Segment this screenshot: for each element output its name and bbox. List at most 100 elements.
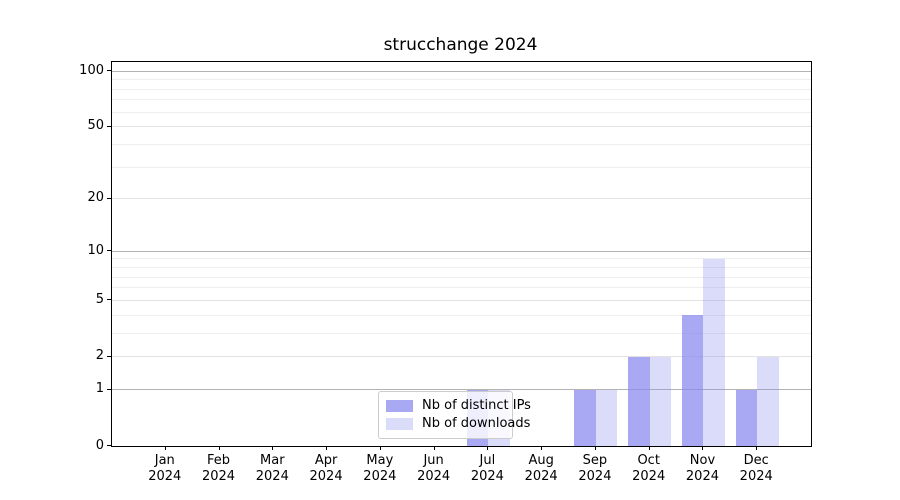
legend-item-distinct-ips: Nb of distinct IPs xyxy=(386,399,531,413)
x-tick-year: 2024 xyxy=(685,469,719,484)
x-tick-year: 2024 xyxy=(739,469,773,484)
gridline-minor-7 xyxy=(112,276,811,278)
x-tick-label-jun: Jun 2024 xyxy=(404,453,464,485)
y-tick-20 xyxy=(107,197,111,199)
y-tick-label-20: 20 xyxy=(87,190,104,206)
x-tick-month: Jun xyxy=(423,453,444,468)
y-tick-1 xyxy=(107,388,111,390)
x-tick-label-jul: Jul 2024 xyxy=(457,453,517,485)
x-tick-month: Feb xyxy=(207,453,231,468)
x-tick-feb xyxy=(218,446,220,450)
x-tick-month: Dec xyxy=(743,453,769,468)
x-tick-label-dec: Dec 2024 xyxy=(726,453,786,485)
x-tick-year: 2024 xyxy=(578,469,612,484)
gridline-decade-1 xyxy=(112,389,811,391)
legend-swatch-downloads xyxy=(386,418,413,430)
gridline-mid-5 xyxy=(112,299,811,301)
y-tick-label-2: 2 xyxy=(95,348,104,364)
bar-distinct-ips-dec xyxy=(735,389,758,446)
x-tick-month: Nov xyxy=(689,453,716,468)
x-tick-jun xyxy=(433,446,435,450)
bar-distinct-ips-oct xyxy=(628,356,650,446)
gridline-mid-2 xyxy=(112,356,811,358)
x-tick-may xyxy=(379,446,381,450)
gridline-decade-100 xyxy=(112,70,811,72)
x-tick-label-apr: Apr 2024 xyxy=(296,453,356,485)
y-tick-2 xyxy=(107,355,111,357)
legend-item-downloads: Nb of downloads xyxy=(386,417,530,431)
gridline-minor-8 xyxy=(112,267,811,269)
x-tick-year: 2024 xyxy=(470,469,504,484)
x-tick-year: 2024 xyxy=(309,469,343,484)
y-tick-label-1: 1 xyxy=(95,381,104,397)
bar-distinct-ips-sep xyxy=(574,389,596,446)
gridline-minor-80 xyxy=(112,88,811,90)
bar-distinct-ips-nov xyxy=(681,315,704,446)
legend-label-downloads: Nb of downloads xyxy=(422,416,531,431)
y-tick-label-100: 100 xyxy=(79,62,104,78)
x-tick-label-mar: Mar 2024 xyxy=(242,453,302,485)
legend-swatch-distinct-ips xyxy=(386,400,413,412)
y-tick-5 xyxy=(107,299,111,301)
x-tick-year: 2024 xyxy=(632,469,666,484)
x-tick-month: Jan xyxy=(154,453,175,468)
y-tick-10 xyxy=(107,250,111,252)
x-tick-year: 2024 xyxy=(201,469,236,484)
x-tick-year: 2024 xyxy=(255,469,289,484)
plot-area: Nb of distinct IPs Nb of downloads xyxy=(111,61,812,447)
x-tick-nov xyxy=(702,446,704,450)
y-tick-0 xyxy=(107,445,111,446)
legend: Nb of distinct IPs Nb of downloads xyxy=(378,391,531,439)
x-tick-apr xyxy=(326,446,328,450)
x-tick-year: 2024 xyxy=(417,469,451,484)
x-tick-month: May xyxy=(366,453,394,468)
gridline-minor-60 xyxy=(112,111,811,113)
bar-downloads-oct xyxy=(649,356,672,446)
x-tick-dec xyxy=(756,446,758,450)
x-tick-mar xyxy=(272,446,274,450)
bar-downloads-dec xyxy=(757,356,779,446)
x-tick-label-sep: Sep 2024 xyxy=(565,453,625,485)
y-tick-label-10: 10 xyxy=(87,242,104,258)
gridline-minor-4 xyxy=(112,314,811,316)
gridline-minor-90 xyxy=(112,79,811,81)
legend-label-distinct-ips: Nb of distinct IPs xyxy=(422,398,531,413)
y-tick-50 xyxy=(107,125,111,127)
x-tick-month: Sep xyxy=(582,453,608,468)
gridline-minor-9 xyxy=(112,258,811,260)
gridline-minor-40 xyxy=(112,143,811,145)
x-tick-month: Aug xyxy=(528,453,554,468)
x-tick-label-feb: Feb 2024 xyxy=(189,453,249,485)
y-tick-label-50: 50 xyxy=(87,118,104,134)
gridline-decade-10 xyxy=(112,250,811,252)
x-tick-jan xyxy=(164,446,166,450)
x-tick-month: Apr xyxy=(314,453,338,468)
gridline-mid-20 xyxy=(112,198,811,200)
gridline-minor-3 xyxy=(112,332,811,334)
y-tick-label-5: 5 xyxy=(95,291,104,307)
x-tick-label-nov: Nov 2024 xyxy=(672,453,732,485)
x-tick-month: Mar xyxy=(260,453,285,468)
y-tick-label-0: 0 xyxy=(95,437,104,453)
x-tick-label-aug: Aug 2024 xyxy=(511,453,571,485)
x-tick-label-may: May 2024 xyxy=(350,453,410,485)
x-tick-label-jan: Jan 2024 xyxy=(135,453,195,485)
x-tick-label-oct: Oct 2024 xyxy=(619,453,679,485)
gridline-minor-6 xyxy=(112,287,811,289)
gridline-minor-30 xyxy=(112,166,811,168)
x-tick-sep xyxy=(594,446,596,450)
x-tick-year: 2024 xyxy=(363,469,397,484)
bar-downloads-nov xyxy=(703,258,725,446)
x-tick-year: 2024 xyxy=(148,469,182,484)
gridline-minor-70 xyxy=(112,99,811,101)
x-tick-month: Jul xyxy=(479,453,496,468)
gridline-mid-50 xyxy=(112,126,811,128)
y-tick-100 xyxy=(107,70,111,72)
bar-downloads-sep xyxy=(595,389,618,446)
x-tick-jul xyxy=(487,446,489,450)
x-tick-oct xyxy=(648,446,650,450)
chart-title: strucchange 2024 xyxy=(383,35,538,55)
x-tick-month: Oct xyxy=(637,453,660,468)
x-tick-year: 2024 xyxy=(524,469,558,484)
